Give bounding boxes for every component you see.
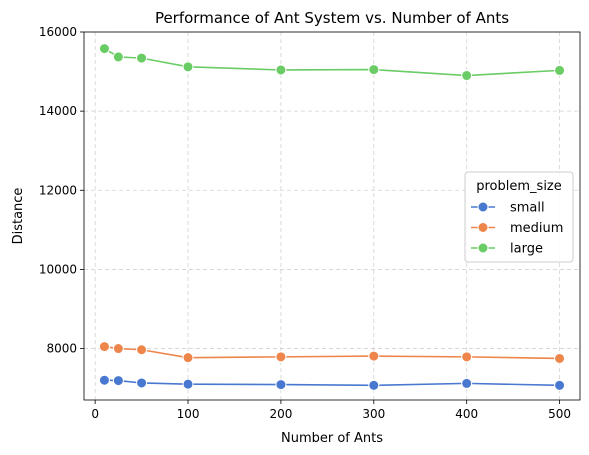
y-tick-label: 8000: [46, 342, 77, 356]
data-point-large: [368, 64, 380, 76]
data-point-small: [368, 379, 380, 391]
data-point-small: [112, 375, 124, 387]
y-axis-label: Distance: [11, 188, 26, 245]
y-tick-label: 16000: [39, 25, 77, 39]
x-tick-label: 400: [455, 407, 478, 421]
x-tick-label: 300: [362, 407, 385, 421]
y-tick-label: 14000: [39, 104, 77, 118]
series-large: [98, 43, 566, 82]
data-point-large: [275, 64, 287, 76]
data-point-large: [98, 43, 110, 55]
plot-frame: [83, 31, 581, 401]
y-tick-label: 10000: [39, 262, 77, 276]
data-point-small: [98, 374, 110, 386]
data-point-large: [136, 52, 148, 64]
legend-item-large: large: [471, 242, 543, 257]
y-axis: 8000 10000 12000 14000 16000: [39, 25, 84, 356]
x-axis-label: Number of Ants: [281, 431, 383, 446]
legend-swatch-marker: [477, 242, 489, 254]
data-point-large: [461, 70, 473, 82]
y-tick-label: 12000: [39, 183, 77, 197]
data-point-small: [275, 379, 287, 391]
data-point-medium: [368, 350, 380, 362]
x-tick-label: 200: [269, 407, 292, 421]
data-point-medium: [98, 341, 110, 353]
legend-swatch-marker: [477, 222, 489, 233]
x-tick-label: 0: [91, 407, 99, 421]
data-point-medium: [136, 344, 148, 356]
legend-item-medium: medium: [471, 221, 563, 236]
legend-title: problem_size: [476, 179, 562, 194]
legend-label: large: [510, 242, 543, 257]
series-small: [98, 374, 566, 391]
x-axis: 0 100 200 300 400 500: [91, 400, 571, 421]
data-point-small: [461, 377, 473, 389]
legend-label: medium: [510, 221, 563, 236]
data-point-medium: [554, 352, 566, 364]
data-point-medium: [112, 343, 124, 355]
legend-box: [464, 171, 574, 263]
x-tick-label: 100: [177, 407, 200, 421]
series-medium: [98, 341, 566, 364]
data-point-small: [554, 379, 566, 391]
data-point-small: [136, 377, 148, 389]
data-point-large: [112, 51, 124, 63]
data-point-medium: [461, 351, 473, 363]
legend-item-small: small: [471, 201, 545, 216]
data-point-small: [182, 378, 194, 390]
legend-label: small: [510, 201, 545, 216]
data-point-medium: [182, 352, 194, 364]
data-point-large: [554, 64, 566, 76]
series-layer: [98, 43, 566, 391]
chart-title: Performance of Ant System vs. Number of …: [155, 9, 509, 27]
x-tick-label: 500: [548, 407, 571, 421]
data-point-medium: [275, 351, 287, 363]
data-point-large: [182, 61, 194, 73]
legend-swatch-marker: [477, 201, 489, 213]
